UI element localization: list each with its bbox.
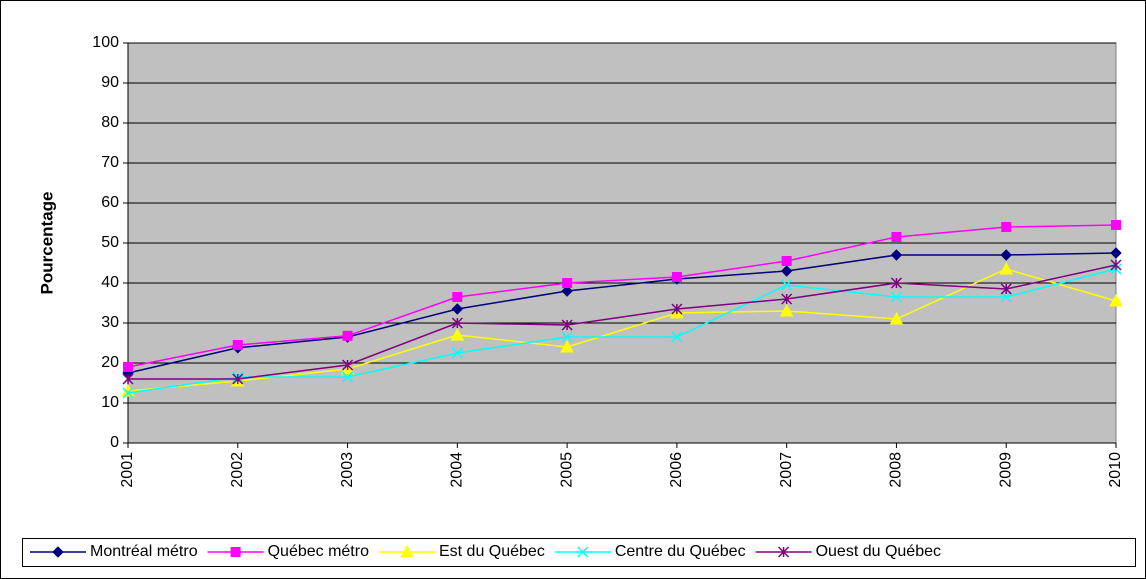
x-tick-label: 2006: [668, 452, 685, 488]
marker: [1000, 249, 1012, 261]
marker: [562, 278, 573, 288]
y-tick-label: 40: [101, 274, 119, 291]
marker: [451, 303, 464, 315]
marker: [232, 340, 243, 350]
marker: [671, 272, 682, 282]
y-tick-label: 60: [101, 194, 119, 211]
marker: [781, 279, 793, 291]
legend-label: Est du Québec: [439, 543, 545, 560]
series-line: [127, 252, 1117, 374]
series-line: [128, 264, 1117, 380]
marker: [889, 311, 904, 325]
x-tick-label: 2001: [119, 452, 136, 488]
marker: [778, 546, 790, 558]
marker: [1001, 222, 1012, 232]
x-tick-label: 2010: [1107, 452, 1124, 488]
marker: [52, 546, 64, 558]
marker: [577, 546, 589, 558]
marker: [890, 249, 903, 261]
marker: [123, 362, 133, 372]
y-tick-label: 10: [101, 394, 119, 411]
x-tick-label: 2008: [888, 452, 905, 488]
x-tick-label: 2004: [449, 452, 466, 488]
x-tick-label: 2002: [229, 452, 246, 488]
series-line: [127, 268, 1117, 392]
marker: [232, 373, 244, 385]
y-tick-label: 30: [101, 314, 119, 331]
series-line: [127, 224, 1117, 368]
marker: [451, 347, 463, 359]
y-tick-label: 70: [101, 154, 119, 171]
marker: [342, 359, 354, 371]
marker: [779, 303, 794, 317]
marker: [780, 265, 793, 277]
x-tick-label: 2009: [997, 452, 1014, 488]
marker: [450, 327, 465, 341]
marker: [560, 339, 574, 353]
marker: [890, 277, 902, 289]
legend-label: Ouest du Québec: [816, 543, 941, 560]
marker: [1110, 247, 1122, 259]
marker: [671, 303, 683, 315]
y-tick-label: 0: [110, 434, 119, 451]
marker: [122, 373, 134, 385]
y-tick-label: 80: [101, 114, 119, 131]
y-tick-label: 100: [92, 34, 119, 51]
marker: [452, 292, 463, 302]
marker: [999, 261, 1014, 275]
marker: [342, 330, 353, 341]
marker: [400, 544, 414, 558]
marker: [1000, 283, 1012, 295]
x-tick-label: 2003: [339, 452, 356, 488]
marker: [1000, 291, 1012, 303]
marker: [561, 319, 573, 331]
marker: [451, 317, 463, 329]
marker: [1109, 293, 1123, 307]
marker: [890, 291, 902, 303]
marker: [122, 387, 134, 399]
legend-label: Québec métro: [268, 543, 369, 560]
marker: [891, 232, 902, 242]
marker: [561, 285, 573, 297]
marker: [781, 293, 793, 305]
marker: [1110, 259, 1122, 271]
marker: [1111, 220, 1121, 230]
x-tick-label: 2007: [778, 452, 795, 488]
y-tick-label: 50: [101, 234, 119, 251]
x-tick-label: 2005: [558, 452, 575, 488]
series-line: [127, 268, 1117, 394]
y-tick-label: 90: [101, 74, 119, 91]
marker: [342, 371, 354, 383]
marker: [671, 331, 683, 343]
y-axis-label: Pourcentage: [37, 192, 56, 295]
marker: [781, 256, 792, 266]
y-tick-label: 20: [101, 354, 119, 371]
marker: [230, 547, 241, 557]
legend-label: Montréal métro: [90, 543, 198, 560]
legend-label: Centre du Québec: [615, 543, 746, 560]
marker: [561, 331, 573, 343]
